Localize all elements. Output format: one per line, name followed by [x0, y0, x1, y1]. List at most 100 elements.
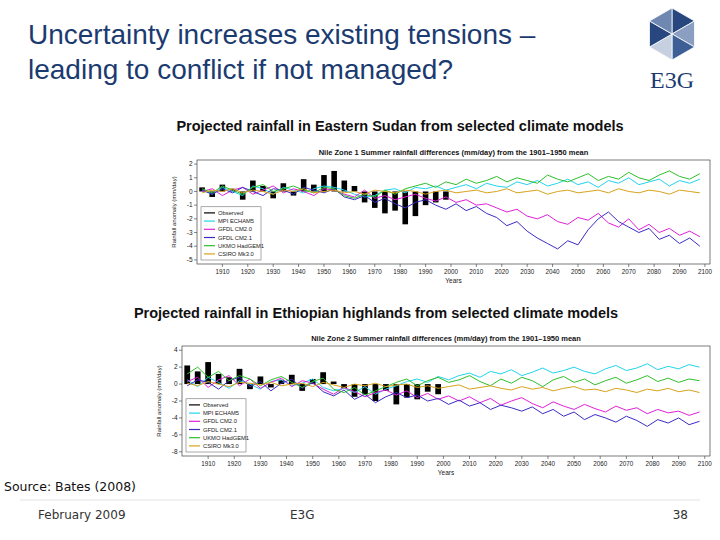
legend-swatch	[189, 445, 200, 446]
legend-label: CSIRO Mk3.0	[218, 251, 254, 257]
x-tick	[260, 456, 261, 459]
x-tick	[425, 264, 426, 267]
logo-shape	[649, 8, 672, 34]
x-tick	[338, 456, 339, 459]
y-tick-label: 2	[174, 363, 178, 370]
x-tick-label: 2000	[436, 460, 451, 467]
x-tick	[349, 264, 350, 267]
x-tick	[443, 456, 444, 459]
plot-frame	[182, 346, 710, 456]
data-layer	[184, 362, 699, 426]
x-tick	[400, 264, 401, 267]
x-tick-label: 1910	[215, 268, 230, 275]
chart: Projected rainfall in Ethiopian highland…	[134, 305, 712, 476]
x-tick-label: 2010	[469, 268, 484, 275]
legend-swatch	[204, 212, 215, 213]
legend-label: MPI ECHAM5	[203, 410, 239, 416]
slide: Uncertainty increases existing tensions …	[0, 0, 720, 540]
legend-swatch	[189, 404, 200, 405]
legend-label: GFDL CM2.0	[218, 226, 252, 232]
x-tick-label: 2080	[647, 268, 662, 275]
bar	[352, 186, 358, 191]
x-tick	[450, 264, 451, 267]
series-line	[202, 187, 700, 249]
x-tick	[391, 456, 392, 459]
x-tick-label: 2030	[515, 460, 530, 467]
logo: E3G	[649, 8, 694, 93]
x-tick-label: 2030	[520, 268, 535, 275]
x-tick-label: 2010	[463, 460, 478, 467]
y-tick	[194, 232, 197, 233]
x-tick-label: 2050	[571, 268, 586, 275]
legend-label: GFDL CM2.1	[218, 235, 252, 241]
y-tick-label: -2	[187, 215, 193, 222]
x-tick	[547, 456, 548, 459]
y-tick-label: 4	[174, 346, 178, 353]
x-tick-label: 2070	[619, 460, 634, 467]
chart: Projected rainfall in Eastern Sudan from…	[171, 118, 712, 284]
x-tick	[247, 264, 248, 267]
legend-swatch	[204, 245, 215, 246]
y-tick	[179, 401, 182, 402]
x-tick-label: 2050	[567, 460, 582, 467]
x-tick-label: 2080	[645, 460, 660, 467]
x-tick	[286, 456, 287, 459]
x-tick-label: 1950	[317, 268, 332, 275]
series-line	[202, 189, 700, 194]
y-tick-label: -4	[187, 242, 193, 249]
chart-heading: Projected rainfall in Eastern Sudan from…	[176, 118, 623, 134]
bar	[372, 191, 378, 207]
footer-rule	[20, 500, 700, 501]
y-tick	[179, 451, 182, 452]
x-tick-label: 1920	[227, 460, 242, 467]
chart-title: Nile Zone 2 Summer rainfall differences …	[311, 334, 581, 343]
plot-area	[197, 160, 710, 264]
x-tick-label: 1940	[280, 460, 295, 467]
bar	[205, 362, 211, 384]
chart-heading: Projected rainfall in Ethiopian highland…	[134, 305, 618, 321]
logo-shape	[672, 34, 695, 60]
x-tick	[603, 264, 604, 267]
x-tick	[552, 264, 553, 267]
plot-area	[182, 346, 710, 456]
slide-title: Uncertainty increases existing tensions …	[28, 19, 536, 50]
y-tick	[179, 417, 182, 418]
y-axis-label: Rainfall anomaly (mm/day)	[171, 176, 177, 247]
x-tick-label: 2090	[672, 460, 687, 467]
page-number: 38	[673, 508, 688, 522]
bar	[331, 382, 337, 385]
series-line	[187, 377, 699, 426]
y-tick	[179, 434, 182, 435]
legend-label: MPI ECHAM5	[218, 218, 254, 224]
series-line	[202, 171, 700, 198]
x-tick	[521, 456, 522, 459]
x-tick	[574, 456, 575, 459]
y-tick	[194, 164, 197, 165]
legend-label: UKMO HadGEM1	[203, 435, 249, 441]
x-tick	[652, 456, 653, 459]
series-line	[187, 364, 699, 394]
x-tick	[628, 264, 629, 267]
y-tick	[179, 350, 182, 351]
footer-org: E3G	[290, 508, 315, 522]
y-tick-label: -3	[187, 229, 193, 236]
x-tick-label: 2060	[596, 268, 611, 275]
x-tick	[364, 456, 365, 459]
legend-label: CSIRO Mk3.0	[203, 443, 239, 449]
chart-title: Nile Zone 1 Summer rainfall differences …	[319, 148, 589, 157]
x-tick	[501, 264, 502, 267]
legend-swatch	[204, 221, 215, 222]
x-axis-label: Years	[445, 277, 462, 284]
x-tick	[208, 456, 209, 459]
x-tick-label: 2040	[546, 268, 561, 275]
y-tick-label: -6	[172, 431, 178, 438]
y-tick-label: -2	[172, 397, 178, 404]
x-tick	[298, 264, 299, 267]
legend-swatch	[204, 253, 215, 254]
x-tick-label: 1980	[393, 268, 408, 275]
x-tick	[374, 264, 375, 267]
series-line	[187, 382, 699, 393]
y-tick	[194, 191, 197, 192]
source: Source: Bates (2008)	[4, 479, 136, 494]
x-tick-label: 1910	[201, 460, 216, 467]
